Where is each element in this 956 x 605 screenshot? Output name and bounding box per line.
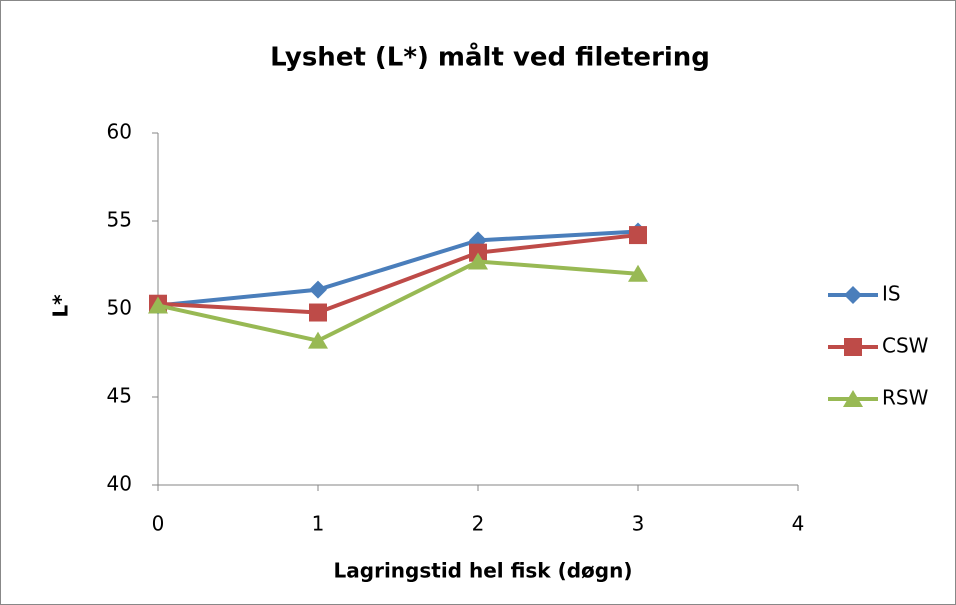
x-tick-label: 2: [472, 512, 485, 536]
x-tick-label: 3: [632, 512, 645, 536]
marker: [843, 390, 863, 407]
y-axis-label: L*: [49, 294, 73, 318]
x-axis-label: Lagringstid hel fisk (døgn): [334, 559, 633, 583]
marker: [844, 286, 862, 304]
marker: [309, 303, 327, 322]
series-line: [157, 229, 639, 308]
marker: [148, 296, 168, 314]
marker: [628, 264, 648, 282]
x-tick-label: 4: [792, 512, 805, 536]
legend-label: RSW: [882, 386, 929, 410]
series-line: [157, 259, 639, 343]
y-tick-label: 60: [107, 120, 132, 144]
y-tick-label: 40: [107, 472, 132, 496]
legend-label: CSW: [882, 334, 929, 358]
marker: [468, 252, 488, 270]
y-tick-label: 50: [107, 296, 132, 320]
x-tick-label: 0: [152, 512, 165, 536]
marker: [844, 338, 862, 356]
x-tick-label: 1: [312, 512, 325, 536]
y-tick-label: 45: [107, 384, 132, 408]
legend-label: IS: [882, 282, 901, 306]
series-line: [157, 233, 639, 315]
marker: [308, 331, 328, 349]
chart-title: Lyshet (L*) målt ved filetering: [270, 41, 710, 73]
marker: [629, 226, 647, 245]
marker: [309, 280, 327, 299]
y-tick-label: 55: [107, 208, 132, 232]
